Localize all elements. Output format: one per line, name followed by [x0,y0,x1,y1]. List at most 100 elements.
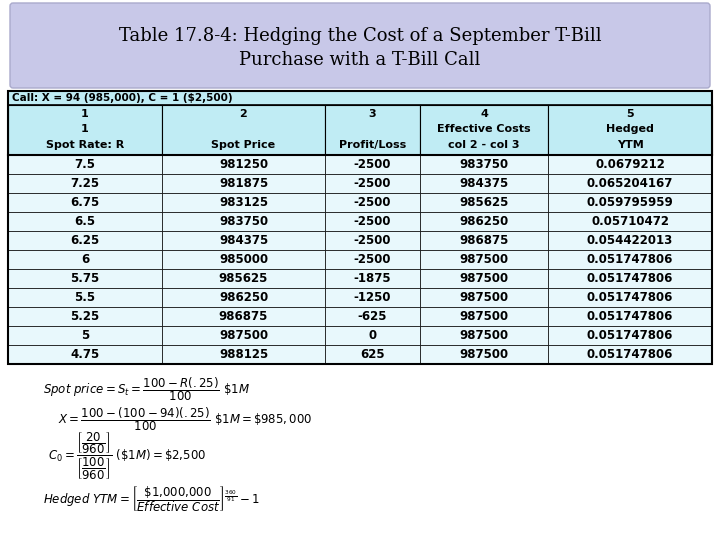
Text: -2500: -2500 [354,158,391,171]
Bar [8,231,162,250]
Bar [548,174,712,193]
Bar [8,212,162,231]
Text: 4.75: 4.75 [71,348,99,361]
Text: Spot Rate: R: Spot Rate: R [46,140,124,150]
Bar [8,307,162,326]
Text: 625: 625 [360,348,384,361]
Text: 0.054422013: 0.054422013 [587,234,673,247]
Bar [325,345,420,364]
Text: Effective Costs: Effective Costs [437,124,531,134]
Bar [8,345,162,364]
Text: 988125: 988125 [219,348,268,361]
Text: $Spot\ price = S_t = \dfrac{100 - R(.25)}{100}\ \$1M$: $Spot\ price = S_t = \dfrac{100 - R(.25)… [43,375,250,403]
Bar [162,250,325,269]
FancyBboxPatch shape [10,3,710,88]
Bar [548,155,712,174]
Bar [325,269,420,288]
Text: -2500: -2500 [354,253,391,266]
Text: 5.75: 5.75 [71,272,99,285]
Text: 2: 2 [240,109,248,119]
Bar [8,193,162,212]
Text: 983750: 983750 [459,158,508,171]
Bar [325,231,420,250]
Bar [325,288,420,307]
Text: 0: 0 [369,329,377,342]
Text: Profit/Loss: Profit/Loss [339,140,406,150]
Text: 0.051747806: 0.051747806 [587,310,673,323]
Text: 987500: 987500 [459,310,508,323]
Bar [325,326,420,345]
Text: 6.75: 6.75 [71,196,99,209]
Bar [325,174,420,193]
Text: 986250: 986250 [219,291,268,304]
Bar [8,288,162,307]
Text: Hedged: Hedged [606,124,654,134]
Text: 986875: 986875 [459,234,509,247]
Bar [548,105,712,155]
Bar [162,326,325,345]
Text: 4: 4 [480,109,488,119]
Text: 5.5: 5.5 [74,291,96,304]
Bar [548,212,712,231]
Bar [548,250,712,269]
Bar [548,288,712,307]
Bar [420,231,548,250]
Text: 981875: 981875 [219,177,268,190]
Text: 0.051747806: 0.051747806 [587,272,673,285]
Bar [420,345,548,364]
Bar [8,174,162,193]
Text: 986875: 986875 [219,310,268,323]
Text: 985000: 985000 [219,253,268,266]
Bar [548,307,712,326]
Text: 6.25: 6.25 [71,234,99,247]
Bar [162,269,325,288]
Text: 981250: 981250 [219,158,268,171]
Text: 6.5: 6.5 [74,215,96,228]
Bar [8,105,162,155]
Text: 0.05710472: 0.05710472 [591,215,669,228]
Text: Table 17.8-4: Hedging the Cost of a September T-Bill: Table 17.8-4: Hedging the Cost of a Sept… [119,26,601,44]
Bar [162,174,325,193]
Bar [162,212,325,231]
Text: 1: 1 [81,109,89,119]
Bar [162,105,325,155]
Bar [325,307,420,326]
Text: 985625: 985625 [459,196,509,209]
Bar [420,174,548,193]
Text: -1875: -1875 [354,272,391,285]
Text: col 2 - col 3: col 2 - col 3 [449,140,520,150]
Text: 984375: 984375 [459,177,508,190]
Text: 7.5: 7.5 [74,158,96,171]
Bar [325,212,420,231]
Text: 0.051747806: 0.051747806 [587,291,673,304]
Bar [420,288,548,307]
Text: 984375: 984375 [219,234,268,247]
Bar [8,250,162,269]
Text: 987500: 987500 [459,291,508,304]
Text: Purchase with a T-Bill Call: Purchase with a T-Bill Call [239,51,481,69]
Bar [548,193,712,212]
Text: 983750: 983750 [219,215,268,228]
Text: $X = \dfrac{100 - (100-94)(.25)}{100}\ \$1M = \$985,000$: $X = \dfrac{100 - (100-94)(.25)}{100}\ \… [58,405,312,433]
Bar [162,345,325,364]
Bar [162,155,325,174]
Bar [162,288,325,307]
Text: -625: -625 [358,310,387,323]
Text: 3: 3 [369,109,377,119]
Bar [548,269,712,288]
Text: $Hedged\ YTM = \left[\dfrac{\$1{,}000{,}000}{Effective\ Cost}\right]^{\frac{360}: $Hedged\ YTM = \left[\dfrac{\$1{,}000{,}… [43,484,260,514]
Text: 987500: 987500 [459,253,508,266]
Text: Spot Price: Spot Price [212,140,276,150]
Text: 5.25: 5.25 [71,310,99,323]
Text: 987500: 987500 [459,329,508,342]
Bar [162,193,325,212]
Bar [8,155,162,174]
Bar [325,105,420,155]
Text: 0.051747806: 0.051747806 [587,348,673,361]
Text: 985625: 985625 [219,272,268,285]
Bar [162,307,325,326]
Text: 1: 1 [81,124,89,134]
Text: YTM: YTM [616,140,644,150]
Text: 5: 5 [626,109,634,119]
Bar [420,193,548,212]
